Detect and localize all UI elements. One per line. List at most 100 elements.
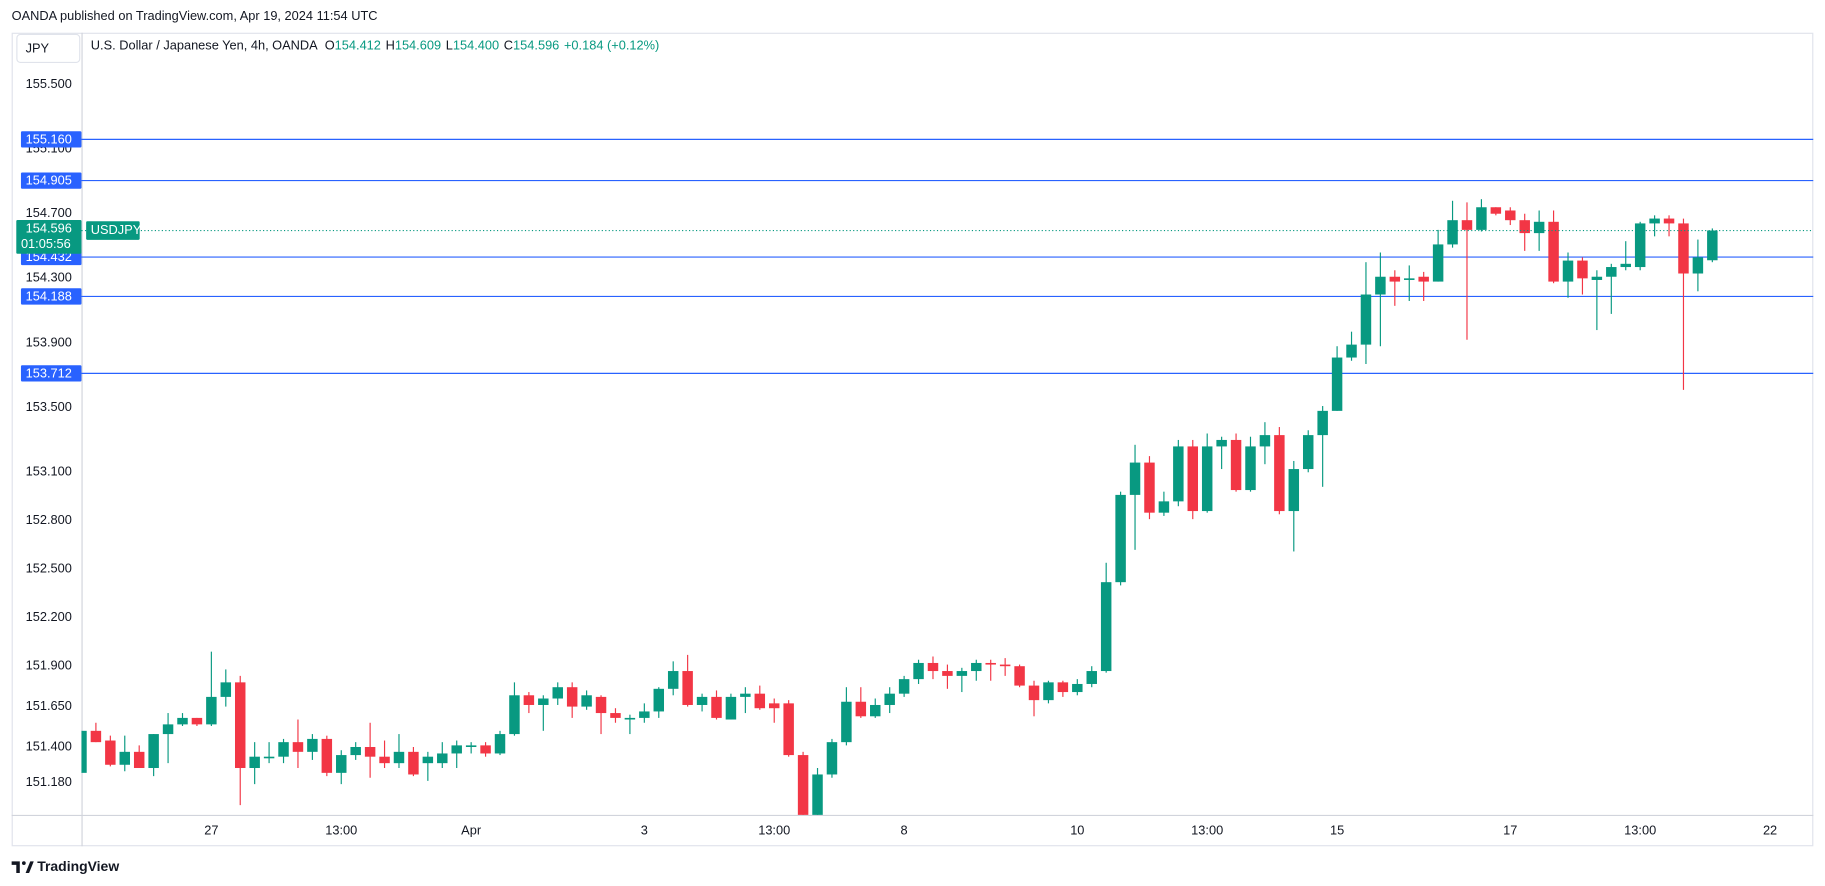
currency-box[interactable] — [16, 33, 81, 63]
last-price-label: 154.596 — [26, 221, 72, 236]
candle-body — [523, 695, 535, 705]
legend-value: 154.596 — [513, 38, 559, 53]
candle-body — [437, 753, 448, 764]
candle-body — [1620, 263, 1631, 268]
candle-body — [1663, 218, 1675, 224]
candle-body — [1057, 682, 1069, 693]
candle-body — [249, 756, 260, 769]
candle-body — [855, 701, 867, 717]
candle-body — [1072, 683, 1083, 693]
candle-body — [1692, 257, 1704, 274]
y-tick-label: 154.700 — [26, 205, 72, 220]
legend-value: 154.412 — [335, 38, 381, 53]
candle-body — [1562, 260, 1574, 282]
candle-body — [1274, 435, 1285, 512]
candle-body — [1245, 446, 1256, 491]
candle-body — [480, 745, 491, 754]
candle-body — [711, 696, 722, 718]
candle-body — [927, 662, 939, 672]
candle-body — [1302, 435, 1314, 470]
last-price-tag — [16, 220, 82, 254]
candle-body — [336, 755, 347, 773]
candle-body — [1461, 220, 1473, 230]
candle-body — [1331, 357, 1343, 411]
candle-body — [797, 755, 809, 815]
candle-body — [913, 662, 924, 680]
candle-body — [985, 662, 996, 665]
candle-body — [1490, 207, 1502, 214]
x-tick-label: 10 — [1070, 823, 1084, 838]
candle-body — [538, 698, 549, 705]
candle-body — [191, 717, 203, 725]
candle-body — [465, 745, 477, 747]
x-tick-label: Apr — [461, 823, 482, 838]
chart-frame — [11, 32, 1814, 847]
candle-body — [1144, 462, 1155, 513]
candle-body — [1129, 462, 1141, 495]
candle-body — [783, 703, 794, 756]
candle-body — [422, 756, 434, 764]
candle-body — [81, 730, 87, 773]
candle-body — [1375, 276, 1386, 295]
y-tick-label: 151.900 — [26, 658, 72, 673]
brand-logo — [11, 861, 34, 874]
candle-body — [1086, 671, 1097, 684]
candle-body — [1418, 276, 1429, 282]
candle-body — [1505, 210, 1516, 221]
candle-body — [581, 695, 592, 707]
candle-body — [1288, 469, 1300, 512]
candle-body — [234, 682, 246, 769]
candle-body — [884, 693, 895, 705]
candle-body — [1519, 220, 1530, 234]
candle-body — [1230, 439, 1242, 491]
x-tick-label: 3 — [641, 823, 648, 838]
candle-body — [841, 701, 852, 743]
legend-value: 154.609 — [395, 38, 441, 53]
candle-body — [1389, 276, 1401, 282]
logo-dot — [21, 861, 26, 866]
candle-body — [90, 730, 102, 743]
x-tick-label: 27 — [204, 823, 218, 838]
candle-body — [1259, 435, 1271, 447]
candle-body — [206, 696, 217, 725]
level-tag — [20, 365, 82, 382]
currency: JPY — [26, 40, 50, 55]
candle-body — [826, 742, 838, 775]
y-tick-label: 153.500 — [26, 399, 72, 414]
candle-body — [1028, 685, 1040, 701]
level-tag — [20, 172, 82, 189]
candle-body — [1201, 446, 1213, 512]
candle-body — [1115, 494, 1126, 583]
y-tick-label: 152.500 — [26, 561, 72, 576]
level-label: 154.188 — [26, 288, 72, 303]
candle-body — [133, 751, 145, 769]
candle-body — [1533, 221, 1545, 234]
candle-body — [350, 746, 361, 756]
candle-body — [1591, 276, 1603, 280]
candle-body — [942, 671, 953, 676]
overlay: 155.500155.100154.700154.300153.900153.5… — [16, 76, 1777, 838]
legend-key: H — [386, 38, 395, 53]
publish-note: OANDA published on TradingView.com, Apr … — [12, 8, 378, 23]
candle-body — [278, 742, 289, 757]
candle-body — [379, 756, 390, 764]
candle-body — [552, 687, 563, 699]
x-tick-label: 13:00 — [1624, 823, 1656, 838]
candle-body — [653, 688, 665, 712]
candle-body — [1606, 267, 1617, 277]
x-tick-label: 22 — [1763, 823, 1777, 838]
legend-key: L — [446, 38, 453, 53]
candle-body — [1577, 260, 1588, 279]
candle-body — [566, 687, 578, 707]
candle-body — [1158, 501, 1170, 513]
candle-body — [364, 746, 376, 757]
candle-body — [321, 738, 333, 773]
legend-key: C — [504, 38, 513, 53]
candle-body — [1548, 221, 1559, 282]
candle-body — [1173, 446, 1184, 502]
candle-body — [1100, 582, 1112, 672]
candle-body — [610, 713, 621, 718]
candle-body — [1360, 294, 1372, 345]
candle-body — [307, 738, 318, 752]
